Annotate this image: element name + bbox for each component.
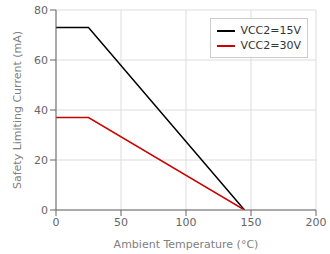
svg-text:50: 50 bbox=[114, 216, 128, 229]
svg-text:200: 200 bbox=[306, 216, 323, 229]
svg-text:60: 60 bbox=[34, 54, 48, 67]
html-text:VCC2=15V: VCC2=15V bbox=[240, 24, 301, 37]
html-text:VCC2=30V: VCC2=30V bbox=[240, 39, 301, 52]
svg-text:20: 20 bbox=[34, 154, 48, 167]
svg-text:Ambient Temperature (°C): Ambient Temperature (°C) bbox=[114, 238, 259, 251]
svg-text:150: 150 bbox=[241, 216, 262, 229]
svg-text:40: 40 bbox=[34, 104, 48, 117]
svg-text:0: 0 bbox=[41, 204, 48, 217]
svg-text:0: 0 bbox=[53, 216, 60, 229]
svg-text:Safety Limiting Current (mA): Safety Limiting Current (mA) bbox=[11, 31, 24, 189]
svg-text:80: 80 bbox=[34, 4, 48, 17]
svg-text:100: 100 bbox=[176, 216, 197, 229]
